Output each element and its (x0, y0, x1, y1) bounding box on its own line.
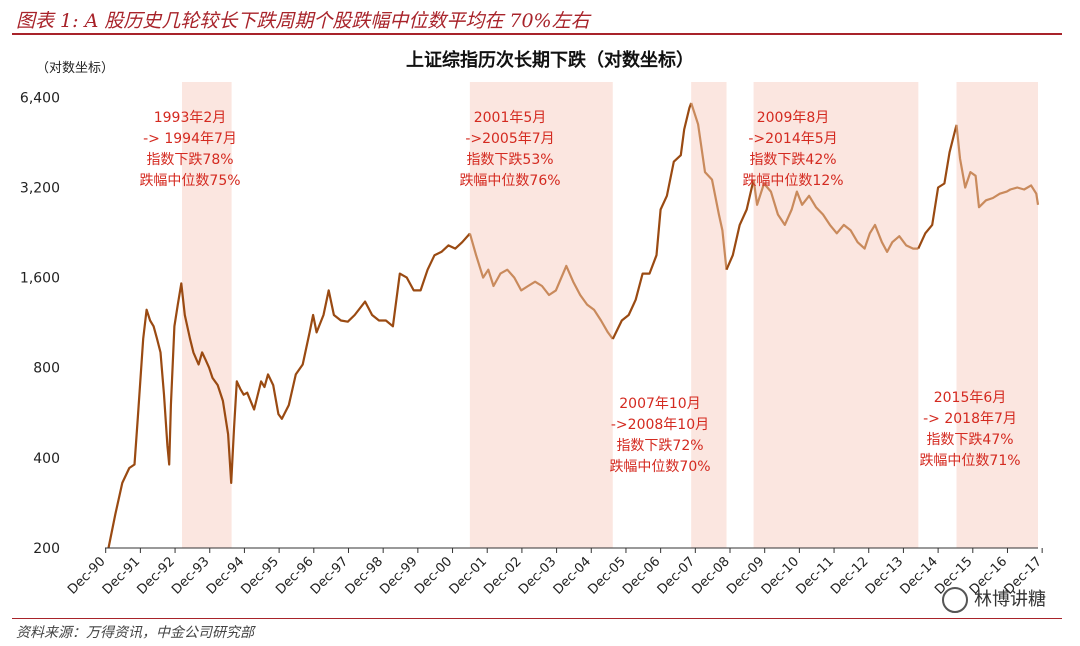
index-line (107, 102, 1040, 549)
y-tick-label: 1,600 (20, 271, 60, 287)
y-tick-label: 3,200 (20, 180, 60, 196)
x-tick-label: Dec-12 (828, 554, 871, 597)
x-tick-label: Dec-95 (239, 554, 282, 597)
y-axis-label: （对数坐标） (36, 61, 114, 76)
x-tick-label: Dec-92 (134, 554, 177, 597)
y-tick-label: 800 (33, 361, 60, 377)
annotations: 1993年2月-> 1994年7月指数下跌78%跌幅中位数75% 2001年5月-… (139, 110, 1020, 475)
x-tick-label: Dec-09 (724, 554, 767, 597)
y-tick-label: 400 (33, 451, 60, 467)
watermark-text: 林博讲糖 (974, 589, 1046, 610)
x-tick-label: Dec-91 (100, 554, 143, 597)
source-rule (12, 618, 1062, 619)
watermark: 林博讲糖 (942, 585, 1046, 613)
source-note: 资料来源：万得资讯，中金公司研究部 (16, 625, 254, 641)
shaded-periods (181, 82, 1038, 548)
chart-title: 上证综指历次长期下跌（对数坐标） (406, 49, 694, 71)
y-tick-label: 6,400 (20, 90, 60, 106)
x-tick-label: Dec-08 (689, 554, 732, 597)
line-segment-8 (955, 124, 1040, 209)
x-tick-label: Dec-05 (585, 554, 628, 597)
x-tick-label: Dec-99 (377, 554, 420, 597)
shaded-period-1 (181, 82, 232, 548)
x-tick-label: Dec-06 (620, 554, 663, 597)
x-tick-label: Dec-98 (343, 554, 386, 597)
x-tick-label: Dec-03 (516, 554, 559, 597)
shaded-period-5 (956, 82, 1038, 548)
x-tick-label: Dec-14 (898, 554, 941, 597)
caption-rule (12, 33, 1062, 35)
line-segment-5 (725, 179, 755, 271)
line-segment-4 (690, 102, 728, 270)
y-tick-label: 200 (33, 541, 60, 557)
line-segment-1 (107, 232, 471, 549)
x-tick-label: Dec-02 (481, 554, 524, 597)
shaded-period-3 (691, 82, 727, 548)
x-tick-label: Dec-04 (551, 554, 594, 597)
line-segment-2 (468, 233, 614, 340)
line-segment-3 (611, 102, 693, 340)
shaded-period-2 (469, 82, 613, 548)
x-tick-label: Dec-96 (273, 554, 316, 597)
line-segment-7 (917, 124, 958, 250)
figure-caption: 图表 1: A 股历史几轮较长下跌周期个股跌幅中位数平均在 70%左右 (16, 10, 590, 32)
x-tick-label: Dec-10 (759, 554, 802, 597)
annotation-1: 1993年2月-> 1994年7月指数下跌78%跌幅中位数75% (139, 110, 240, 189)
x-tick-label: Dec-97 (308, 554, 351, 597)
shaded-period-4 (753, 82, 919, 548)
wechat-icon (942, 587, 968, 613)
x-tick-label: Dec-94 (204, 554, 247, 597)
annotation-2: 2001年5月->2005年7月指数下跌53%跌幅中位数76% (459, 110, 560, 189)
x-tick-label: Dec-01 (447, 554, 490, 597)
x-tick-label: Dec-07 (655, 554, 698, 597)
x-tick-label: Dec-90 (65, 554, 108, 597)
annotation-5: 2015年6月-> 2018年7月指数下跌47%跌幅中位数71% (919, 390, 1020, 469)
x-tick-label: Dec-13 (863, 554, 906, 597)
x-tick-label: Dec-00 (412, 554, 455, 597)
x-tick-label: Dec-93 (169, 554, 212, 597)
annotation-4: 2009年8月->2014年5月指数下跌42%跌幅中位数12% (742, 110, 843, 189)
x-tick-label: Dec-11 (793, 554, 836, 597)
line-segment-6 (752, 179, 919, 253)
annotation-3: 2007年10月->2008年10月指数下跌72%跌幅中位数70% (609, 396, 710, 475)
